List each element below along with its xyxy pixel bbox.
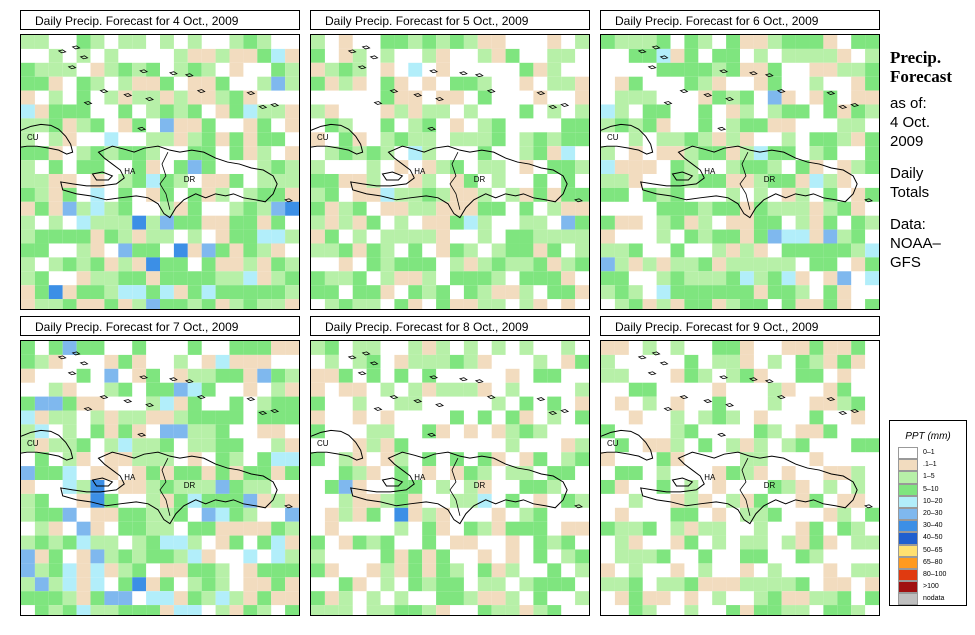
label-haiti: HA — [414, 473, 426, 482]
legend-swatch — [898, 483, 918, 496]
legend-label: 0–1 — [923, 449, 935, 456]
label-dr: DR — [474, 481, 486, 490]
panel-title: Daily Precip. Forecast for 6 Oct., 2009 — [600, 10, 880, 30]
legend-row: 20–30 — [890, 507, 966, 521]
legend-swatch — [898, 495, 918, 508]
label-cuba: CU — [317, 439, 329, 448]
legend-row: 30–40 — [890, 520, 966, 533]
legend-row: 65–80 — [890, 556, 966, 569]
legend-row: 1–5 — [890, 471, 966, 484]
legend-row: 10–20 — [890, 495, 966, 508]
side-date-2: 2009 — [890, 133, 924, 150]
side-data-3: GFS — [890, 254, 921, 271]
label-haiti: HA — [704, 473, 716, 482]
legend-row: >100 — [890, 581, 966, 594]
legend-swatch — [898, 532, 918, 545]
label-cuba: CU — [607, 133, 619, 142]
map-svg: CU HA DR — [21, 341, 299, 615]
legend-label: nodata — [923, 595, 945, 603]
precip-map: CU HA DR — [600, 340, 880, 616]
legend-swatch — [898, 568, 918, 582]
legend-label: 80–100 — [923, 570, 947, 578]
precip-map: CU HA DR — [20, 34, 300, 310]
legend-label: >100 — [923, 583, 939, 591]
legend-row: nodata — [890, 593, 966, 606]
label-dr: DR — [184, 175, 196, 184]
legend-rows: 0–1 .1–1 1–5 5–10 10–20 20–30 30–40 40–50 50–65 6… — [890, 447, 966, 606]
legend-swatch — [898, 507, 918, 521]
label-cuba: CU — [27, 133, 39, 142]
panel-title: Daily Precip. Forecast for 7 Oct., 2009 — [20, 316, 300, 336]
legend-label: 1–5 — [923, 473, 935, 481]
map-svg: CU HA DR — [311, 341, 589, 615]
map-svg: CU HA DR — [601, 341, 879, 615]
map-svg: CU HA DR — [311, 35, 589, 309]
legend-swatch — [898, 581, 918, 594]
side-daily-1: Daily — [890, 165, 924, 182]
legend-swatch — [898, 471, 918, 484]
legend-label: 40–50 — [923, 534, 943, 542]
legend-label: 20–30 — [923, 509, 943, 517]
legend-label: 50–65 — [923, 546, 943, 554]
side-date-1: 4 Oct. — [890, 114, 931, 131]
legend-row: 0–1 — [890, 447, 966, 460]
precip-map: CU HA DR — [20, 340, 300, 616]
label-cuba: CU — [27, 439, 39, 448]
label-cuba: CU — [317, 133, 329, 142]
label-dr: DR — [184, 481, 196, 490]
label-dr: DR — [764, 481, 776, 490]
legend-label: 5–10 — [923, 485, 939, 493]
side-data-2: NOAA– — [890, 235, 941, 252]
legend-label: 30–40 — [923, 522, 943, 530]
precip-map: CU HA DR — [310, 34, 590, 310]
legend-title: PPT (mm) — [905, 431, 951, 442]
legend-swatch — [898, 544, 918, 557]
label-haiti: HA — [414, 167, 426, 176]
side-info: Precip. Forecast as of: 4 Oct. 2009 Dail… — [890, 48, 972, 272]
side-heading-1: Precip. — [890, 48, 942, 67]
side-heading-2: Forecast — [890, 67, 952, 86]
map-svg: CU HA DR — [21, 35, 299, 309]
panel-title: Daily Precip. Forecast for 8 Oct., 2009 — [310, 316, 590, 336]
legend-row: 50–65 — [890, 544, 966, 557]
side-daily-2: Totals — [890, 184, 930, 201]
legend-label: 65–80 — [923, 558, 943, 566]
label-cuba: CU — [607, 439, 619, 448]
label-haiti: HA — [124, 167, 136, 176]
precip-map: CU HA DR — [600, 34, 880, 310]
legend-swatch — [898, 459, 918, 472]
legend-row: 40–50 — [890, 532, 966, 545]
legend-row: 5–10 — [890, 483, 966, 496]
panel-title: Daily Precip. Forecast for 4 Oct., 2009 — [20, 10, 300, 30]
legend-swatch — [898, 593, 918, 606]
precip-map: CU HA DR — [310, 340, 590, 616]
label-haiti: HA — [124, 473, 136, 482]
label-dr: DR — [764, 175, 776, 184]
legend-label: .1–1 — [923, 461, 937, 469]
legend-row: .1–1 — [890, 459, 966, 472]
legend-swatch — [898, 520, 918, 533]
legend-row: 80–100 — [890, 568, 966, 582]
side-data-1: Data: — [890, 216, 926, 233]
panel-title: Daily Precip. Forecast for 5 Oct., 2009 — [310, 10, 590, 30]
legend: PPT (mm) 0–1 .1–1 1–5 5–10 10–20 20–30 30–40 40… — [889, 420, 967, 606]
panel-title: Daily Precip. Forecast for 9 Oct., 2009 — [600, 316, 880, 336]
legend-swatch — [898, 556, 918, 569]
map-svg: CU HA DR — [601, 35, 879, 309]
side-asof: as of: — [890, 95, 927, 112]
label-haiti: HA — [704, 167, 716, 176]
legend-swatch — [898, 447, 918, 460]
label-dr: DR — [474, 175, 486, 184]
legend-label: 10–20 — [923, 497, 943, 505]
